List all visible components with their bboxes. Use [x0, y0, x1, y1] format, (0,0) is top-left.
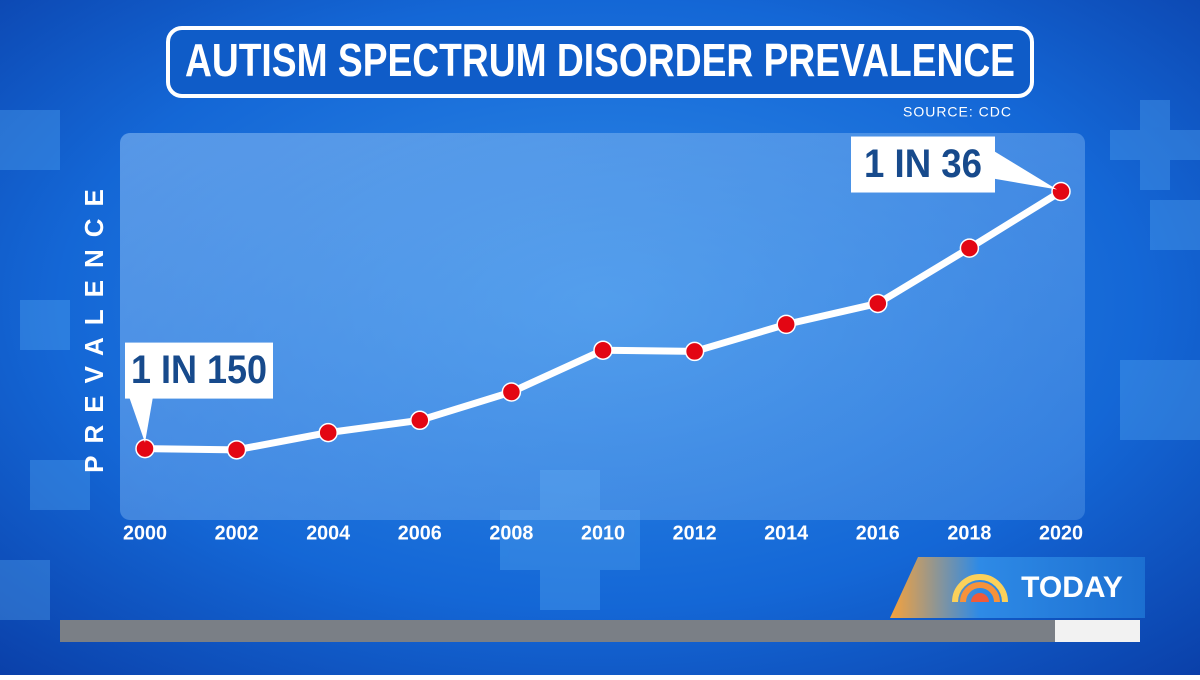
annotation: 1 IN 36: [851, 136, 1057, 193]
plot-panel: [120, 133, 1085, 520]
x-tick-label: 2016: [856, 522, 900, 544]
point: [1051, 181, 1071, 202]
annotation-pointer: [993, 150, 1057, 190]
annotation-text: 1 IN 36: [864, 142, 982, 186]
point: [501, 382, 522, 402]
title-box: [166, 26, 1034, 98]
point: [684, 341, 705, 362]
x-tick-label: 2000: [123, 522, 167, 544]
point: [593, 340, 613, 360]
x-tick-label: 2020: [1039, 522, 1083, 544]
x-tick-label: 2004: [306, 522, 351, 544]
point: [226, 440, 247, 460]
point: [776, 314, 796, 335]
lower-bar-end: [1055, 620, 1140, 642]
point: [868, 293, 888, 314]
x-tick-label: 2006: [398, 522, 442, 544]
x-tick-label: 2002: [215, 522, 259, 544]
annotation-box: [851, 136, 995, 193]
point: [410, 410, 430, 431]
annotation-box: [125, 342, 273, 399]
point: [318, 422, 338, 443]
logo-sun: [952, 574, 1008, 603]
x-tick-label: 2018: [947, 522, 991, 544]
x-tick-label: 2012: [673, 522, 717, 544]
annotation-pointer: [129, 396, 153, 443]
source: SOURCE: CDC: [903, 104, 1012, 120]
chart-title: AUTISM SPECTRUM DISORDER PREVALENCE: [185, 34, 1015, 86]
lower-bar: [60, 620, 1140, 642]
brand: TODAY: [1021, 571, 1123, 604]
point: [959, 238, 980, 258]
x-tick-label: 2008: [489, 522, 533, 544]
annotation: 1 IN 150: [125, 342, 273, 443]
x-tick-label: 2010: [581, 522, 625, 544]
y-axis-label: PREVALENCE: [79, 177, 109, 473]
annotation-text: 1 IN 150: [131, 348, 267, 392]
decor: [0, 100, 1200, 620]
logo-box: [890, 557, 1145, 618]
x-tick-label: 2014: [764, 522, 809, 544]
